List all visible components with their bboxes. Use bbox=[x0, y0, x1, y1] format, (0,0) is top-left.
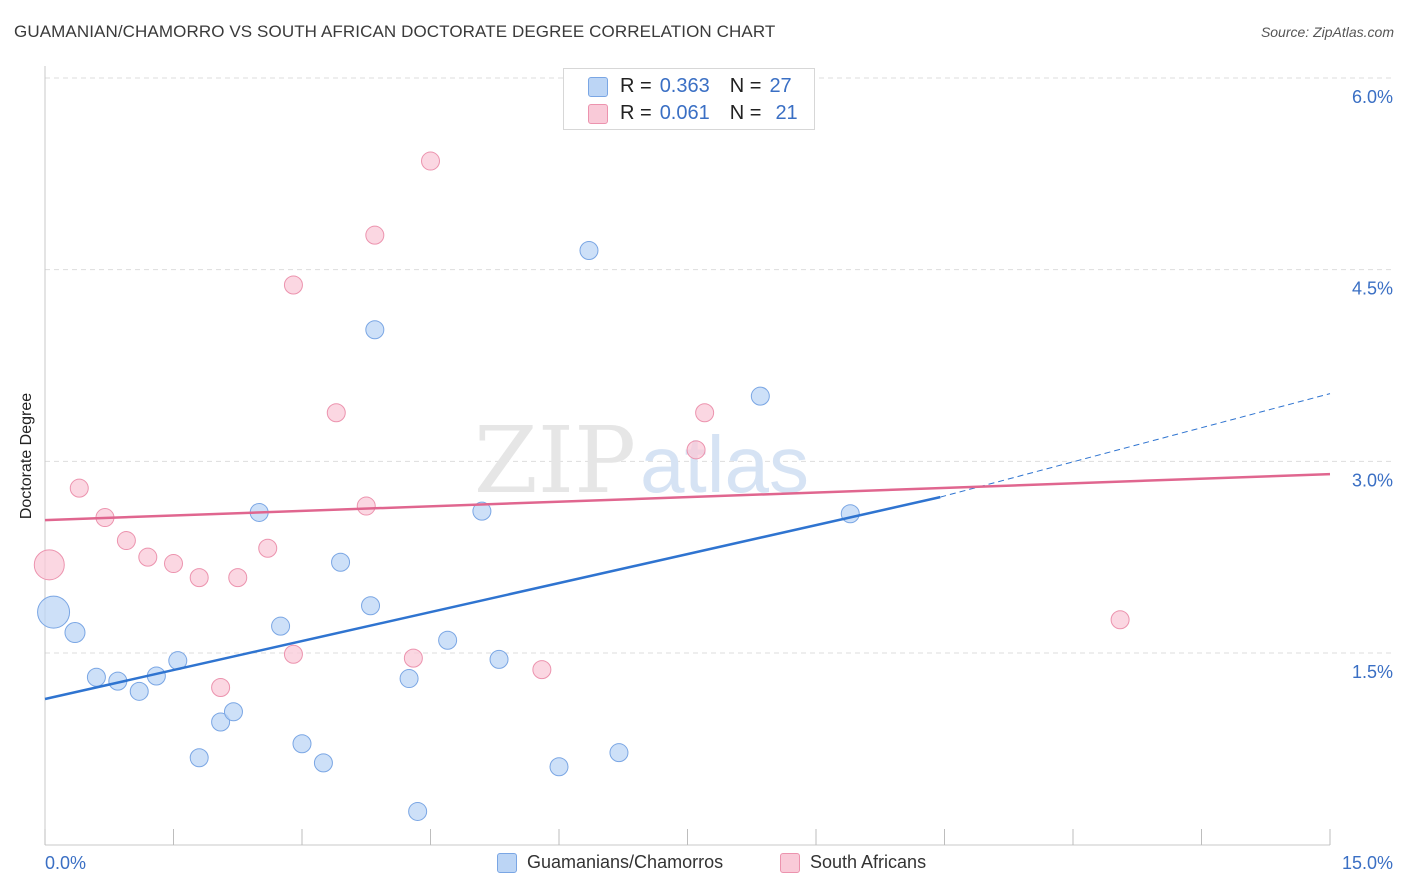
trend-line bbox=[44, 472, 1331, 522]
pink-swatch-icon bbox=[780, 852, 800, 873]
blue-swatch-icon bbox=[497, 852, 517, 873]
n-label: N = bbox=[729, 75, 762, 97]
guamanian-point bbox=[211, 712, 231, 732]
south-african-point bbox=[211, 678, 231, 697]
guamanian-point bbox=[365, 320, 385, 340]
guamanian-point bbox=[223, 702, 243, 722]
guamanian-point bbox=[292, 734, 312, 754]
gridlines bbox=[45, 77, 1392, 654]
guamanian-point bbox=[408, 801, 428, 821]
guamanian-point bbox=[579, 241, 599, 260]
south-african-point bbox=[421, 151, 440, 171]
x-tick-label: 0.0% bbox=[45, 853, 86, 873]
legend-item-guamanians[interactable]: Guamanians/Chamorros bbox=[497, 852, 723, 873]
legend-item-south-africans[interactable]: South Africans bbox=[780, 852, 926, 873]
guamanian-point bbox=[37, 595, 71, 629]
guamanian-point bbox=[331, 552, 351, 572]
r-label: R = bbox=[620, 102, 652, 124]
guamanian-point bbox=[86, 667, 106, 687]
guamanian-point bbox=[399, 669, 419, 689]
source-credit: Source: ZipAtlas.com bbox=[1260, 24, 1394, 40]
axes bbox=[44, 66, 1331, 846]
stats-row-pink: R = 0.061 N = 21 bbox=[588, 102, 798, 125]
y-tick-label: 6.0% bbox=[1352, 87, 1393, 107]
stats-row-blue: R = 0.363 N = 27 bbox=[588, 75, 792, 98]
guamanian-point bbox=[438, 630, 458, 650]
y-tick-label: 3.0% bbox=[1352, 470, 1393, 490]
guamanian-point bbox=[609, 743, 629, 763]
trend-line bbox=[44, 495, 941, 701]
chart-title: GUAMANIAN/CHAMORRO VS SOUTH AFRICAN DOCT… bbox=[14, 22, 776, 41]
guamanian-point bbox=[472, 501, 492, 521]
r-value: 0.363 bbox=[659, 75, 710, 97]
y-tick-label: 1.5% bbox=[1352, 662, 1393, 682]
south-african-point bbox=[283, 644, 303, 664]
r-value: 0.061 bbox=[659, 102, 710, 124]
south-african-point bbox=[116, 531, 136, 551]
bottom-legend: Guamanians/Chamorros South Africans bbox=[0, 852, 1406, 876]
n-value: 21 bbox=[775, 102, 798, 124]
guamanian-point bbox=[361, 596, 381, 616]
south-african-point bbox=[164, 554, 183, 574]
guamanian-point bbox=[64, 622, 86, 644]
series-south-africans-points bbox=[33, 151, 1130, 697]
south-african-point bbox=[326, 403, 346, 423]
blue-swatch-icon bbox=[588, 76, 608, 97]
stats-legend-box: R = 0.363 N = 27 R = 0.061 N = 21 bbox=[563, 68, 815, 130]
series-guamanians-points bbox=[37, 241, 860, 821]
south-african-point bbox=[138, 547, 158, 567]
y-axis-label: Doctorate Degree bbox=[18, 392, 35, 520]
south-african-point bbox=[403, 648, 423, 668]
guamanian-point bbox=[549, 757, 569, 777]
south-african-point bbox=[258, 538, 278, 558]
tick-labels: 1.5% 3.0% 4.5% 6.0% 0.0% 15.0% bbox=[45, 87, 1393, 873]
south-african-point bbox=[283, 275, 303, 295]
n-label: N = bbox=[729, 102, 762, 124]
guamanian-point bbox=[313, 753, 333, 773]
guamanian-point bbox=[489, 649, 509, 669]
y-tick-label: 4.5% bbox=[1352, 279, 1393, 299]
watermark-zip: ZIP bbox=[474, 407, 636, 514]
south-african-point bbox=[356, 496, 376, 516]
south-african-point bbox=[69, 478, 89, 498]
trend-line-extension bbox=[940, 393, 1331, 498]
south-african-point bbox=[532, 660, 552, 680]
pink-swatch-icon bbox=[588, 103, 608, 124]
south-african-point bbox=[228, 568, 248, 588]
south-african-point bbox=[686, 440, 706, 460]
south-african-point bbox=[1110, 610, 1130, 630]
guamanian-point bbox=[189, 748, 209, 768]
south-african-point bbox=[695, 403, 715, 423]
legend-label: South Africans bbox=[810, 852, 927, 872]
guamanian-point bbox=[271, 616, 291, 636]
n-value: 27 bbox=[769, 75, 792, 97]
south-african-point bbox=[33, 549, 65, 581]
guamanian-point bbox=[750, 386, 770, 406]
guamanian-point bbox=[129, 681, 149, 701]
trend-lines bbox=[44, 393, 1331, 701]
south-african-point bbox=[365, 225, 385, 245]
x-tick-label: 15.0% bbox=[1342, 853, 1393, 873]
south-african-point bbox=[189, 568, 209, 588]
legend-label: Guamanians/Chamorros bbox=[527, 852, 724, 872]
r-label: R = bbox=[620, 75, 652, 97]
